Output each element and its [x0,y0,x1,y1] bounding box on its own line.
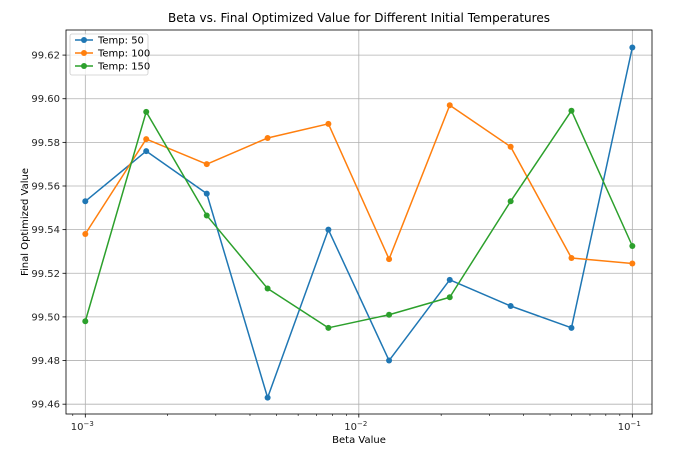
data-point [386,357,393,364]
x-tick-base: 10 [618,422,631,433]
data-point [143,136,150,143]
series-line [84,109,634,329]
y-tick-label: 99.52 [31,269,60,280]
x-tick-exponent: −3 [84,420,94,428]
legend-marker-temp-100 [81,50,87,56]
data-point [629,243,636,249]
x-tick-exponent: −2 [357,420,367,428]
data-point [82,318,89,325]
data-point [568,255,575,261]
data-point [446,102,453,109]
data-point [264,285,271,292]
series-line [84,47,634,399]
chart-title: Beta vs. Final Optimized Value for Diffe… [168,11,550,25]
data-point [629,44,636,51]
data-point [82,198,89,205]
grid [66,30,652,414]
data-point [264,135,271,141]
data-point [568,324,575,331]
data-point [629,260,636,267]
x-axis-title: Beta Value [332,435,386,446]
y-tick-label: 99.48 [31,356,60,367]
y-tick-label: 99.56 [31,182,60,193]
y-tick-label: 99.58 [31,138,60,149]
series-temp-50 [82,44,636,401]
data-point [446,276,453,283]
data-point [325,324,332,331]
data-point [203,190,210,197]
x-tick-exponent: −1 [631,420,641,428]
y-axis-title: Final Optimized Value [20,168,31,276]
x-tick-label: 10−3 [71,420,94,433]
y-tick-label: 99.62 [31,51,60,62]
legend-label: Temp: 100 [97,49,150,60]
data-point [386,311,393,318]
data-point [143,148,150,155]
legend-item: Temp: 100 [75,49,150,60]
y-tick-label: 99.60 [31,94,60,105]
legend-label: Temp: 50 [97,36,144,47]
data-point [264,394,271,401]
axis-ticks: 99.46 99.48 99.50 99.52 99.54 99.56 99.58 99.60… [31,51,641,433]
data-point [507,143,514,150]
data-point [143,108,150,115]
y-tick-label: 99.54 [31,225,60,236]
data-point [568,107,575,114]
legend-item: Temp: 50 [75,36,144,47]
data-point [386,256,393,263]
data-point [203,161,210,168]
legend-marker-temp-50 [81,37,87,43]
series-line [84,104,633,265]
legend-label: Temp: 150 [97,62,150,73]
data-point [507,198,514,205]
x-tick-base: 10 [71,422,84,433]
legend-marker-temp-150 [81,63,87,69]
data-point [446,294,453,301]
x-tick-label: 10−1 [618,420,641,433]
data-point [325,120,332,127]
y-tick-label: 99.46 [31,400,60,411]
y-tick-label: 99.50 [31,312,60,323]
series-temp-100 [82,102,636,267]
legend: Temp: 50 Temp: 100 Temp: 150 [69,33,150,76]
data-point [325,226,332,233]
data-point [203,212,210,219]
legend-box [69,33,149,76]
data-point [507,303,514,309]
x-tick-base: 10 [344,422,357,433]
data-point [82,231,89,237]
series-layer [82,44,636,401]
x-tick-label: 10−2 [344,420,367,433]
series-temp-150 [82,107,636,331]
legend-item: Temp: 150 [75,62,150,73]
